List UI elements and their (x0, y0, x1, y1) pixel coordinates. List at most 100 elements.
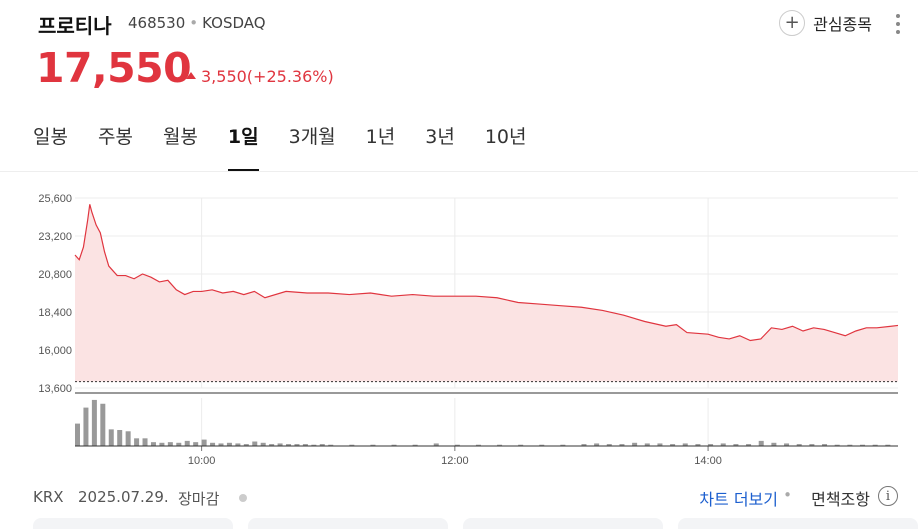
stock-name: 프로티나 (38, 14, 112, 38)
volume-bar (226, 442, 232, 446)
volume-bar (720, 443, 726, 446)
card-row (33, 518, 918, 529)
tab-3years[interactable]: 3년 (425, 126, 455, 148)
volume-bar (771, 442, 777, 446)
y-tick-label: 18,400 (38, 307, 72, 319)
volume-bar (695, 444, 701, 446)
volume-bar (497, 444, 503, 446)
volume-bar (847, 444, 853, 446)
volume-bar (682, 443, 688, 446)
y-tick-label: 20,800 (38, 269, 72, 281)
stock-header: 프로티나 468530 • KOSDAQ + 관심종목 (38, 8, 918, 38)
volume-bar (581, 444, 587, 446)
volume-bar (606, 444, 612, 446)
volume-bar (619, 444, 625, 446)
current-price: 17,550 (36, 44, 192, 92)
volume-bar (150, 442, 156, 446)
volume-bar (454, 444, 460, 446)
volume-bar (235, 443, 241, 446)
x-tick-label: 12:00 (441, 455, 469, 467)
volume-bar (349, 444, 355, 446)
bottom-card[interactable] (463, 518, 663, 529)
tab-10years[interactable]: 10년 (484, 126, 527, 148)
intraday-price-chart[interactable]: 25,600 23,200 20,800 18,400 16,000 13,600 10:0… (0, 180, 918, 470)
volume-bar (252, 441, 258, 446)
volume-bar (302, 444, 308, 446)
volume-bar (758, 440, 764, 446)
info-icon[interactable]: i (878, 486, 898, 506)
volume-bar (860, 444, 866, 446)
footer-separator: • (783, 486, 792, 504)
stock-code: 468530 (128, 14, 186, 32)
tab-3months[interactable]: 3개월 (288, 126, 336, 148)
volume-bar (370, 444, 376, 446)
volume-bar (328, 444, 334, 446)
chart-footer: KRX 2025.07.29. 장마감 차트 더보기 • 면책조항 i (33, 486, 918, 510)
x-tick-label: 14:00 (694, 455, 722, 467)
volume-bar (125, 431, 131, 446)
price-area (75, 204, 898, 382)
add-watchlist-button[interactable]: + 관심종목 (779, 10, 872, 36)
trade-date: 2025.07.29. (78, 488, 169, 506)
tab-monthly[interactable]: 월봉 (162, 126, 198, 148)
volume-bar (83, 407, 89, 446)
volume-bar (142, 438, 148, 446)
period-tabs: 일봉 주봉 월봉 1일 3개월 1년 3년 10년 (33, 122, 557, 171)
volume-bar (539, 444, 545, 446)
y-tick-label: 16,000 (38, 345, 72, 357)
volume-bar (269, 444, 275, 446)
volume-bar (243, 444, 249, 446)
volume-bar (167, 442, 173, 446)
exchange-label: KRX (33, 488, 64, 506)
tab-1year[interactable]: 1년 (365, 126, 396, 148)
volume-bar (294, 444, 300, 446)
volume-bar (91, 399, 97, 446)
volume-bar (277, 443, 283, 446)
volume-bar (218, 443, 224, 446)
volume-bar (885, 444, 891, 446)
volume-bar (184, 440, 190, 446)
volume-bar (134, 438, 140, 446)
volume-bar (632, 442, 638, 446)
volume-bar (644, 443, 650, 446)
volume-bar (176, 442, 182, 446)
volume-bar (201, 439, 207, 446)
volume-bar (117, 430, 123, 446)
price-change-value: 3,550(+25.36%) (201, 67, 334, 86)
volume-bar (657, 443, 663, 446)
volume-bar (560, 444, 566, 446)
volume-bar (475, 444, 481, 446)
plus-icon: + (779, 10, 806, 36)
y-tick-label: 23,200 (38, 231, 72, 243)
bottom-card[interactable] (248, 518, 448, 529)
y-tick-label: 13,600 (38, 383, 72, 395)
volume-bar (594, 443, 600, 446)
volume-bar (872, 444, 878, 446)
volume-bar (210, 442, 216, 446)
volume-bar (108, 429, 114, 446)
volume-bar (796, 444, 802, 446)
tab-daily[interactable]: 일봉 (33, 126, 68, 148)
tab-weekly[interactable]: 주봉 (97, 126, 133, 148)
status-dot-icon (239, 494, 247, 502)
separator-dot: • (189, 14, 199, 32)
volume-bar (260, 442, 266, 446)
y-tick-label: 25,600 (38, 193, 72, 205)
watchlist-label: 관심종목 (813, 15, 872, 34)
bottom-card[interactable] (33, 518, 233, 529)
volume-bar (834, 444, 840, 446)
volume-bar (784, 443, 790, 446)
tabs-divider (0, 171, 918, 172)
volume-bar (412, 444, 418, 446)
more-options-icon[interactable] (894, 14, 902, 34)
tab-1day[interactable]: 1일 (227, 122, 259, 171)
volume-bar (708, 444, 714, 446)
disclaimer-link[interactable]: 면책조항 (811, 490, 870, 509)
volume-bar (159, 442, 165, 446)
stock-code-market: 468530 • KOSDAQ (128, 14, 266, 32)
volume-bar (822, 444, 828, 446)
volume-bar (518, 444, 524, 446)
more-chart-link[interactable]: 차트 더보기 (699, 490, 778, 509)
up-triangle-icon (186, 72, 196, 79)
bottom-card[interactable] (678, 518, 918, 529)
